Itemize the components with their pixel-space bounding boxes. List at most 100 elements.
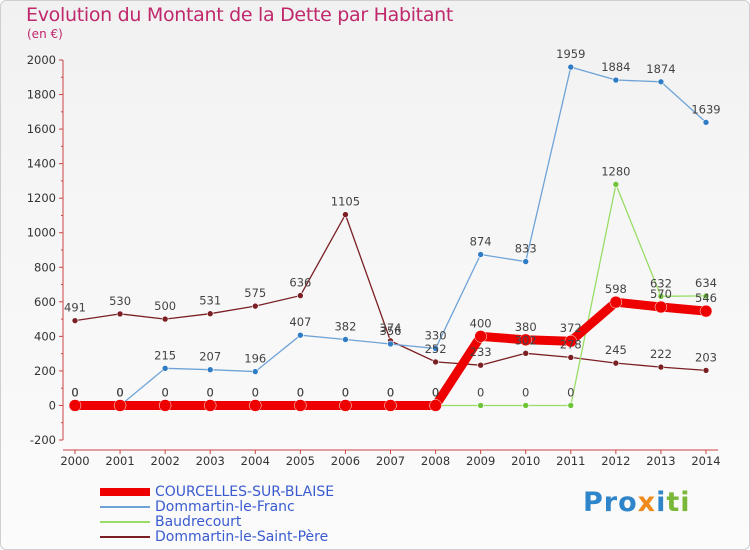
y-tick-label: 800: [34, 260, 56, 274]
data-label: 1105: [331, 195, 360, 209]
data-label: 531: [199, 294, 221, 308]
chart-title: Evolution du Montant de la Dette par Hab…: [26, 4, 454, 26]
data-label: 0: [432, 385, 439, 399]
data-label: 0: [71, 385, 78, 399]
data-point: [249, 399, 262, 412]
data-label: 0: [342, 385, 349, 399]
data-label: 0: [207, 385, 214, 399]
data-point: [702, 367, 710, 374]
data-label: 203: [695, 350, 717, 364]
data-point: [432, 358, 439, 366]
data-label: 500: [154, 299, 176, 313]
y-tick-label: 1600: [27, 122, 56, 136]
data-label: 0: [161, 385, 168, 399]
data-label: 0: [432, 385, 439, 399]
data-point: [567, 354, 575, 361]
data-label: 245: [605, 343, 627, 357]
data-label: 0: [477, 385, 484, 399]
data-point: [251, 368, 259, 375]
legend-item: Baudrecourt: [100, 515, 430, 530]
data-label: 1639: [691, 102, 720, 116]
data-point: [161, 365, 169, 372]
data-label: 570: [650, 287, 672, 301]
data-point: [564, 334, 578, 348]
legend: COURCELLES-SUR-BLAISE Dommartin-le-Franc…: [100, 485, 430, 545]
data-point: [297, 292, 304, 299]
x-tick-label: 2003: [196, 454, 225, 468]
axes: -200020040060080010001200140016001800200…: [27, 53, 721, 468]
data-point: [113, 399, 127, 412]
data-point: [206, 366, 214, 374]
legend-label: Baudrecourt: [155, 514, 242, 530]
data-label: 0: [71, 385, 78, 399]
data-label: 374: [380, 321, 402, 335]
x-tick-label: 2010: [511, 454, 540, 468]
y-tick-label: 200: [34, 364, 56, 378]
y-tick-label: 1800: [27, 88, 56, 102]
data-label: 634: [695, 276, 717, 290]
data-point: [203, 399, 217, 412]
data-point: [657, 292, 665, 300]
data-point: [567, 402, 575, 409]
data-label: 207: [199, 350, 221, 364]
data-point: [387, 340, 394, 348]
data-point: [612, 359, 620, 367]
x-tick-label: 2009: [466, 454, 495, 468]
data-point: [161, 315, 169, 323]
legend-label: Dommartin-le-Franc: [155, 499, 295, 515]
x-tick-label: 2001: [105, 454, 134, 468]
data-point: [342, 336, 349, 343]
data-point: [342, 211, 349, 218]
y-tick-label: -200: [30, 433, 56, 447]
y-tick-label: 2000: [27, 53, 56, 67]
data-label: 1959: [556, 47, 585, 61]
x-tick-label: 2014: [691, 454, 720, 468]
data-label: 1874: [646, 62, 675, 76]
data-label: 0: [297, 385, 304, 399]
y-tick-label: 1400: [27, 157, 56, 171]
data-point: [68, 399, 82, 412]
y-tick-label: 400: [34, 329, 56, 343]
data-label: 546: [695, 291, 717, 305]
y-tick-label: 0: [49, 398, 56, 412]
x-tick-label: 2005: [286, 454, 315, 468]
data-point: [294, 399, 307, 412]
legend-swatch: [100, 521, 150, 523]
data-label: 407: [289, 315, 311, 329]
data-point: [567, 63, 575, 71]
data-point: [477, 251, 484, 258]
data-point: [522, 258, 530, 265]
data-point: [297, 331, 304, 339]
data-point: [522, 402, 530, 409]
data-point: [657, 363, 665, 371]
data-label: 252: [425, 342, 447, 356]
data-point: [71, 317, 79, 324]
data-point: [116, 310, 124, 318]
data-labels-layer: 491 530 500 531 575 636 1105 374 252 233 302 278 245…: [64, 47, 721, 399]
data-label: 215: [154, 348, 176, 362]
data-label: 0: [207, 385, 214, 399]
data-label: 196: [244, 352, 266, 366]
data-label: 400: [470, 316, 492, 330]
data-point: [609, 295, 623, 309]
data-label: 330: [425, 328, 447, 342]
y-tick-label: 600: [34, 295, 56, 309]
data-point: [432, 345, 439, 352]
legend-label: Dommartin-le-Saint-Père: [155, 529, 329, 545]
data-label: 302: [515, 333, 537, 347]
legend-label: COURCELLES-SUR-BLAISE: [155, 484, 335, 500]
data-label: 833: [515, 242, 537, 256]
data-label: 874: [470, 234, 492, 248]
data-label: 1884: [601, 60, 630, 74]
data-point: [384, 399, 397, 412]
data-label: 0: [567, 385, 574, 399]
data-point: [612, 181, 620, 188]
data-label: 598: [605, 282, 627, 296]
data-label: 356: [380, 324, 402, 338]
data-point: [702, 119, 710, 126]
legend-item: Dommartin-le-Franc: [100, 500, 430, 515]
data-label: 0: [161, 385, 168, 399]
data-point: [251, 302, 259, 310]
data-label: 380: [515, 320, 537, 334]
